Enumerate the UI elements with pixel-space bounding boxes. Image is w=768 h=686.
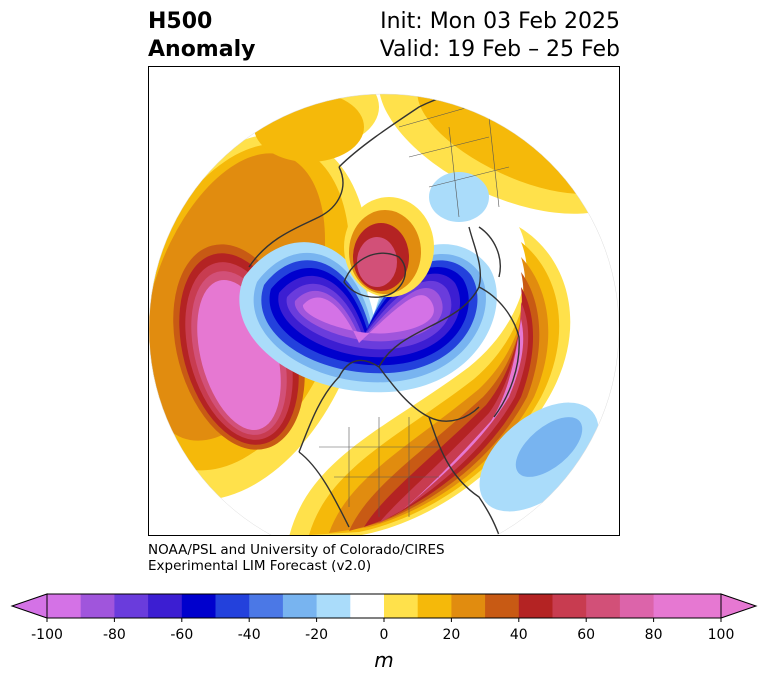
colorbar-swatch: [586, 594, 621, 618]
colorbar-swatch: [619, 594, 655, 618]
colorbar-tick-label: -80: [102, 627, 126, 643]
anomaly-negative: [239, 242, 497, 393]
credit-line-2: Experimental LIM Forecast (v2.0): [148, 558, 372, 574]
init-date: Init: Mon 03 Feb 2025: [380, 9, 620, 34]
colorbar: [10, 593, 758, 622]
colorbar-swatch: [687, 594, 722, 618]
colorbar-swatch: [215, 594, 250, 618]
valid-dates: Valid: 19 Feb – 25 Feb: [379, 37, 620, 62]
colorbar-swatch: [47, 594, 82, 618]
colorbar-swatch: [653, 594, 688, 618]
colorbar-over-arrow: [720, 593, 758, 619]
anomaly-map: [148, 66, 620, 536]
map-title: H500 Anomaly: [148, 8, 255, 64]
colorbar-tick-label: 20: [442, 627, 461, 643]
colorbar-under-arrow: [10, 593, 48, 619]
colorbar-units: m: [374, 648, 394, 672]
map-svg: [149, 67, 619, 535]
colorbar-swatch: [350, 594, 385, 618]
anomaly-negative-atlantic-core: [515, 417, 583, 477]
title-line-2: Anomaly: [148, 37, 256, 62]
colorbar-tick-label: -40: [237, 627, 261, 643]
colorbar-swatch: [181, 594, 216, 618]
anomaly-negative-north: [429, 172, 489, 222]
colorbar-tick-label: 100: [707, 627, 735, 643]
colorbar-tick-label: 40: [509, 627, 528, 643]
colorbar-swatch: [316, 594, 351, 618]
colorbar-tick-label: 0: [379, 627, 389, 643]
colorbar-swatch: [417, 594, 452, 618]
colorbar-swatch: [384, 594, 419, 618]
anomaly-positive-polar: [344, 197, 434, 297]
colorbar-swatch: [80, 594, 115, 618]
credit-line-1: NOAA/PSL and University of Colorado/CIRE…: [148, 542, 445, 558]
colorbar-swatch: [518, 594, 553, 618]
colorbar-swatch: [282, 594, 318, 618]
colorbar-swatch: [451, 594, 486, 618]
colorbar-swatch: [249, 594, 284, 618]
colorbar-swatch: [148, 594, 183, 618]
colorbar-swatch: [485, 594, 520, 618]
colorbar-swatch: [114, 594, 149, 618]
colorbar-tick-label: 60: [577, 627, 596, 643]
title-line-1: H500: [148, 9, 213, 34]
colorbar-tick-label: -20: [305, 627, 329, 643]
colorbar-tick-label: 80: [644, 627, 663, 643]
colorbar-tick-label: -60: [170, 627, 194, 643]
credit: NOAA/PSL and University of Colorado/CIRE…: [148, 542, 445, 574]
forecast-dates: Init: Mon 03 Feb 2025 Valid: 19 Feb – 25…: [380, 8, 620, 64]
colorbar-tick-label: -100: [31, 627, 63, 643]
colorbar-swatch: [552, 594, 587, 618]
